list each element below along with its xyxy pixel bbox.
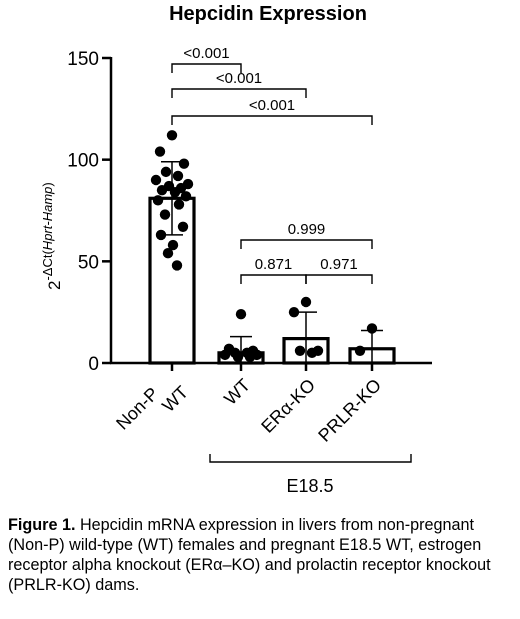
x-tick-label: PRLR-KO	[314, 375, 385, 446]
data-point	[166, 130, 178, 141]
figure-caption: Figure 1. Hepcidin mRNA expression in li…	[8, 515, 516, 595]
x-tick-label: ERα-KO	[257, 375, 319, 437]
x-tick-label-line: ERα-KO	[257, 375, 319, 437]
significance-bracket	[305, 274, 373, 284]
p-value-label: 0.999	[288, 221, 326, 238]
data-point	[169, 187, 181, 198]
significance-bracket	[171, 115, 373, 125]
data-point	[288, 306, 300, 318]
data-point	[160, 166, 172, 178]
group-bracket	[209, 454, 412, 463]
data-point	[235, 309, 247, 320]
data-point	[178, 158, 190, 169]
caption-lead: Figure 1.	[8, 516, 76, 534]
data-point	[156, 184, 168, 196]
significance-bracket	[240, 274, 307, 284]
x-tick-label: WT	[220, 375, 254, 409]
data-point	[152, 195, 164, 206]
data-point	[159, 209, 171, 220]
data-point	[244, 351, 256, 363]
y-tick-label: 0	[88, 354, 99, 375]
p-value-label: <0.001	[249, 97, 295, 114]
data-point	[173, 199, 185, 210]
y-tick-label: 50	[78, 252, 99, 273]
data-point	[294, 345, 306, 356]
x-tick-label-line: PRLR-KO	[314, 375, 385, 446]
data-point	[232, 351, 244, 363]
data-point	[300, 296, 312, 308]
y-tick-label: 100	[67, 151, 99, 172]
data-point	[354, 345, 366, 356]
data-point	[162, 248, 174, 259]
significance-bracket	[171, 63, 242, 73]
y-tick-label: 150	[67, 49, 99, 70]
p-value-label: 0.971	[320, 256, 358, 273]
group-bracket-label: E18.5	[286, 476, 333, 496]
x-tick-label: Non-PWT	[112, 382, 192, 434]
p-value-label: <0.001	[183, 45, 229, 62]
significance-bracket	[240, 239, 373, 249]
data-point	[167, 239, 179, 251]
data-point	[171, 260, 183, 271]
chart-title: Hepcidin Expression	[169, 3, 367, 25]
x-tick-label-line: Non-P	[112, 383, 162, 433]
chart: Hepcidin Expression 2-ΔCt(Hprt-Hamp) 0 50 10…	[40, 3, 432, 496]
x-tick-label-line: WT	[158, 382, 192, 416]
data-point	[154, 146, 166, 157]
significance-bracket	[171, 88, 307, 98]
data-point	[155, 229, 167, 241]
data-point	[180, 191, 192, 202]
p-value-label: 0.871	[255, 256, 293, 273]
y-axis-label: 2-ΔCt(Hprt-Hamp)	[40, 182, 64, 290]
data-point	[366, 323, 378, 334]
data-point	[177, 221, 189, 232]
data-point	[219, 349, 231, 361]
caption-body: Hepcidin mRNA expression in livers from …	[8, 516, 491, 594]
data-point	[172, 170, 184, 182]
x-tick-label-line: WT	[220, 375, 254, 409]
data-point	[306, 347, 318, 359]
p-value-label: <0.001	[216, 70, 262, 87]
data-point	[150, 174, 162, 186]
